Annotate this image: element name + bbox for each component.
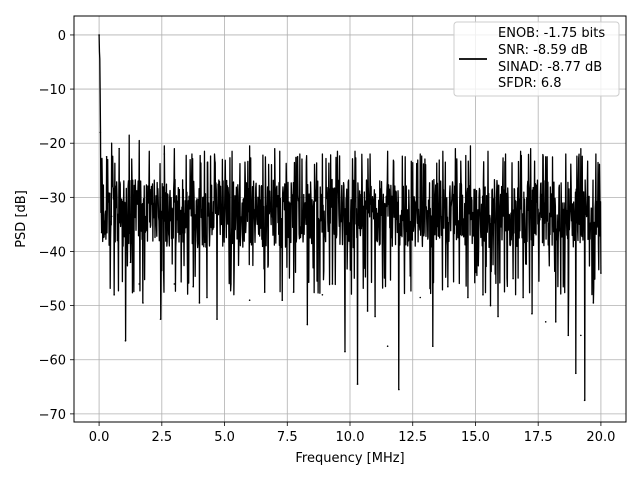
psd-key-point [600, 272, 602, 274]
psd-key-point [216, 318, 218, 320]
psd-key-point [356, 383, 359, 385]
psd-key-point [321, 293, 324, 296]
psd-key-point [447, 285, 449, 288]
psd-key-point [192, 285, 194, 288]
psd-key-point [512, 277, 514, 280]
psd-key-point [98, 34, 100, 36]
psd-key-point [118, 147, 120, 150]
psd-key-point [159, 318, 162, 320]
psd-key-point [366, 310, 369, 312]
psd-key-point [583, 399, 586, 402]
y-tick-label: −20 [39, 137, 66, 152]
psd-key-point [105, 155, 108, 158]
psd-key-point [281, 299, 284, 302]
psd-key-point [173, 283, 176, 285]
psd-key-point [206, 296, 208, 299]
x-tick-label: 17.5 [524, 430, 553, 445]
psd-key-point [482, 293, 484, 296]
y-tick-label: −50 [39, 300, 66, 315]
psd-key-point [113, 293, 115, 296]
x-tick-label: 10.0 [336, 430, 365, 445]
psd-key-point [110, 215, 113, 218]
y-axis-label: PSD [dB] [14, 190, 29, 248]
psd-key-point [142, 302, 144, 304]
psd-key-point [129, 261, 132, 264]
psd-key-point [592, 302, 595, 304]
legend-entry-snr: SNR: -8.59 dB [498, 43, 588, 58]
psd-key-point [554, 321, 557, 323]
psd-key-point [306, 323, 309, 326]
y-tick-label: −40 [39, 245, 66, 260]
psd-key-point [531, 312, 533, 315]
psd-key-point [489, 304, 492, 307]
psd-key-point [386, 345, 389, 348]
legend: ENOB: -1.75 bits SNR: -8.59 dB SINAD: -8… [453, 21, 620, 97]
psd-key-point [124, 340, 127, 342]
psd-key-point [522, 296, 524, 299]
psd-key-point [248, 299, 251, 302]
psd-key-point [230, 283, 232, 285]
psd-key-point [100, 231, 103, 234]
psd-key-point [580, 334, 582, 337]
psd-key-point [467, 296, 469, 299]
x-tick-label: 5.0 [214, 430, 235, 445]
psd-key-point [163, 153, 166, 155]
psd-key-point [575, 372, 577, 375]
psd-key-point [419, 296, 422, 299]
y-tick-label: −10 [39, 83, 66, 98]
psd-series-line [98, 34, 602, 401]
psd-key-point [292, 291, 295, 293]
psd-key-point [567, 334, 570, 337]
y-tick-label: −70 [39, 408, 66, 423]
psd-key-point [432, 345, 434, 348]
x-tick-label: 7.5 [277, 430, 298, 445]
x-tick-label: 20.0 [586, 430, 615, 445]
x-tick-label: 15.0 [461, 430, 490, 445]
psd-key-point [497, 315, 499, 318]
legend-entry-sinad: SINAD: -8.77 dB [498, 60, 602, 75]
psd-key-point [202, 196, 205, 199]
psd-key-point [398, 388, 400, 391]
psd-key-point [409, 275, 412, 277]
x-tick-label: 0.0 [89, 430, 110, 445]
x-axis-label: Frequency [MHz] [295, 451, 404, 466]
psd-key-point [344, 350, 346, 353]
psd-key-point [544, 321, 547, 323]
x-ticks: 0.0 2.5 5.0 7.5 10.0 12.5 15.0 17.5 20.0 [89, 422, 615, 445]
legend-box [453, 21, 620, 97]
x-tick-label: 2.5 [151, 430, 172, 445]
psd-key-point [99, 131, 102, 134]
psd-key-point [138, 283, 141, 285]
psd-key-point [198, 302, 201, 304]
psd-key-point [263, 291, 266, 293]
y-tick-label: −60 [39, 354, 66, 369]
psd-key-point [331, 283, 334, 285]
y-tick-label: 0 [58, 29, 66, 44]
series-layer [98, 34, 602, 402]
y-ticks: 0 −10 −20 −30 −40 −50 −60 −70 [39, 29, 74, 423]
x-tick-label: 12.5 [398, 430, 427, 445]
legend-entry-sfdr: SFDR: 6.8 [498, 76, 562, 91]
psd-key-point [374, 315, 376, 318]
y-tick-label: −30 [39, 191, 66, 206]
legend-entry-enob: ENOB: -1.75 bits [498, 26, 605, 41]
